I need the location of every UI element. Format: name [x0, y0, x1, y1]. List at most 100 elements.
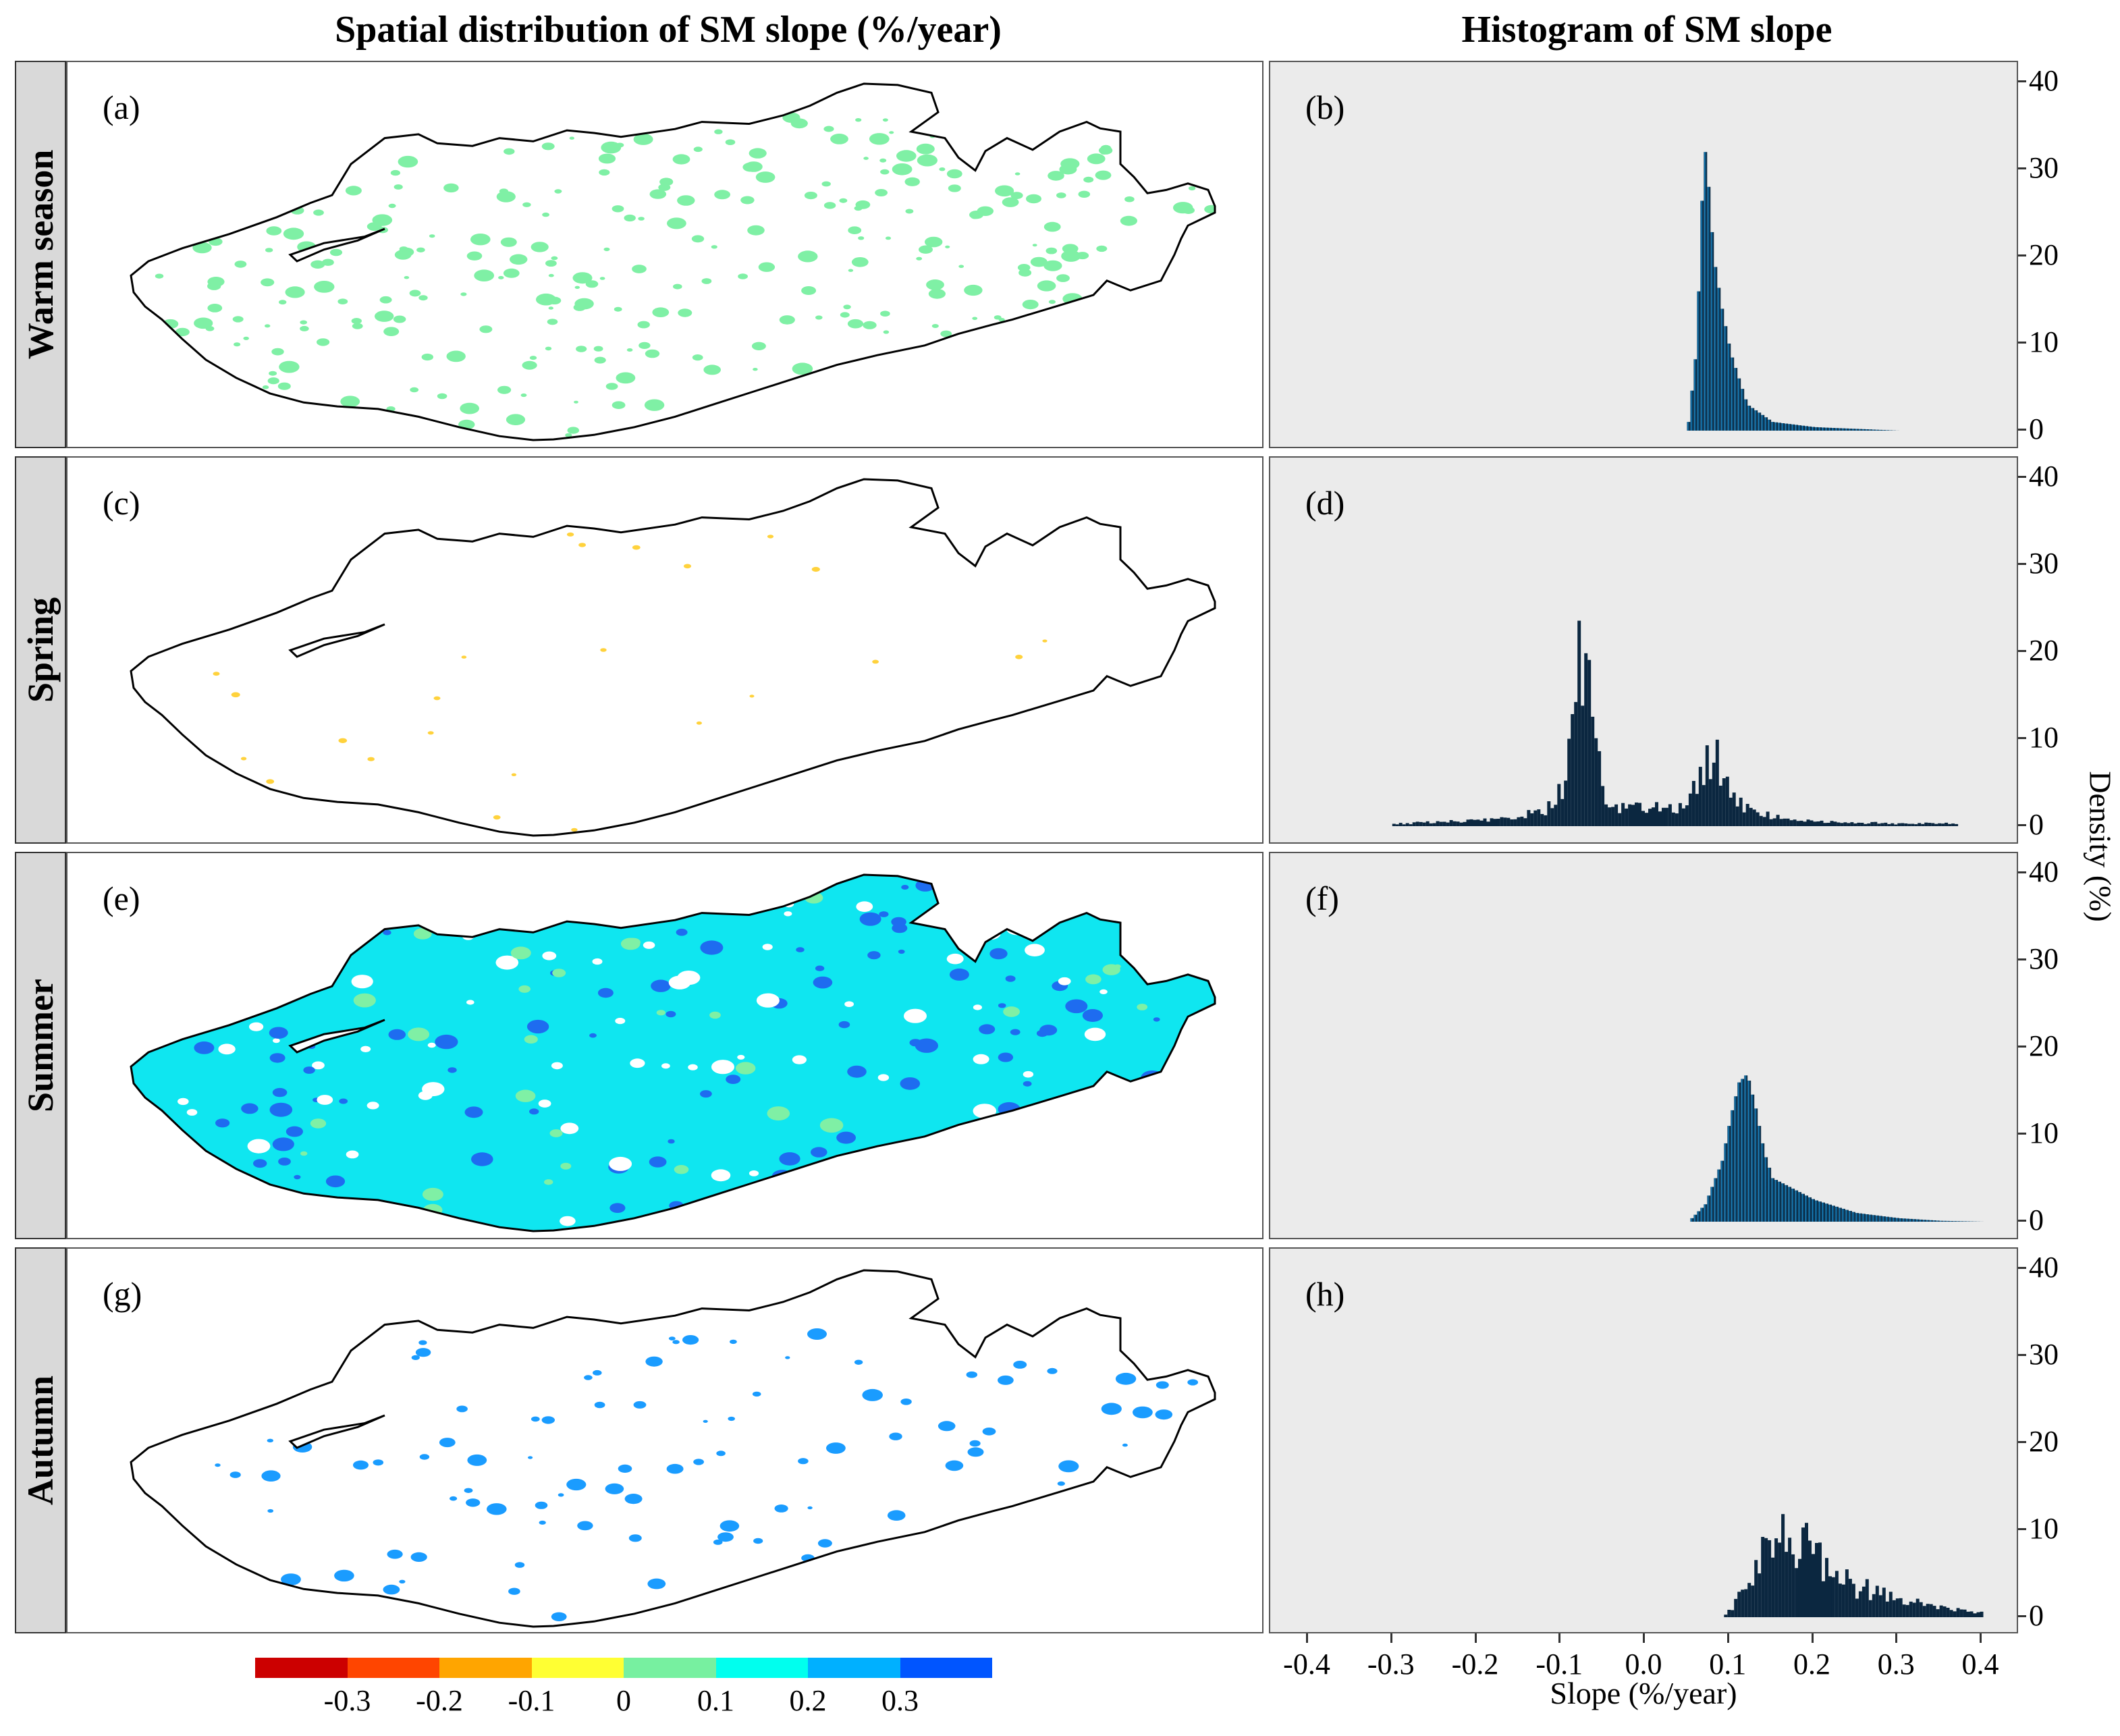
map-patch: [155, 273, 164, 279]
colorbar: [255, 1658, 992, 1678]
map-patch: [915, 1214, 925, 1220]
map-patch: [487, 1503, 507, 1515]
histogram-bar: [1693, 1214, 1697, 1222]
map-patch: [801, 286, 817, 295]
map-patch: [317, 1095, 333, 1105]
map-patch: [885, 236, 892, 240]
colorbar-label: -0.2: [416, 1684, 463, 1717]
map-patch: [373, 1459, 384, 1466]
map-svg: [130, 1269, 1216, 1628]
histogram-bar: [1469, 819, 1473, 826]
panel-label: (a): [103, 88, 140, 126]
map-patch: [529, 356, 537, 360]
map-patch: [427, 731, 434, 735]
histogram-bar: [1429, 823, 1433, 826]
map-patch: [798, 1458, 809, 1465]
map-patch: [645, 1356, 663, 1367]
histogram-bar: [1707, 1195, 1711, 1222]
map-patch: [659, 178, 674, 186]
map-patch: [393, 315, 406, 323]
map-svg: [130, 82, 1216, 441]
map-patch: [756, 993, 780, 1008]
map-patch: [593, 346, 603, 352]
histogram-bar: [1959, 1221, 1963, 1222]
map-patch: [854, 1359, 863, 1365]
histogram-bar: [1752, 809, 1756, 826]
histogram-bar: [1891, 823, 1895, 826]
histogram-bar: [1708, 779, 1712, 826]
map-patch: [637, 321, 650, 329]
map-patch: [479, 325, 493, 333]
map-patch: [314, 281, 335, 293]
map-patch: [345, 186, 362, 196]
histogram-bar: [1714, 1178, 1718, 1222]
histogram-bar: [1456, 821, 1460, 826]
histogram-bar: [1855, 429, 1859, 431]
map-patch: [551, 1612, 567, 1621]
map-patch: [905, 209, 914, 214]
histogram-bar: [1584, 653, 1588, 826]
histogram-bar: [1934, 823, 1938, 826]
histogram-bar: [1419, 821, 1423, 826]
map-patch: [848, 269, 854, 272]
x-tick-mark: [1558, 1633, 1561, 1643]
histogram-bar: [1668, 804, 1672, 826]
histogram-bar: [1915, 1598, 1920, 1617]
histogram-bar: [1734, 1096, 1738, 1222]
map-patch: [615, 1017, 626, 1025]
map-patch: [334, 1569, 354, 1582]
histogram-bar: [1483, 818, 1487, 826]
map-patch: [421, 353, 433, 361]
map-patch: [972, 317, 978, 321]
map-patch: [946, 953, 964, 965]
map-patch: [567, 427, 580, 434]
map-patch: [569, 136, 574, 140]
map-patch: [1082, 1009, 1103, 1022]
histogram-bar: [1412, 822, 1416, 826]
map-patch: [131, 1046, 143, 1054]
histogram-bar: [1831, 1577, 1835, 1617]
histogram-bar: [1865, 1214, 1869, 1222]
histogram-bar: [1788, 1538, 1792, 1617]
y-tick-label: 20: [2029, 1425, 2059, 1458]
histogram-bar: [1902, 1218, 1906, 1222]
histogram-bar: [1936, 1609, 1940, 1617]
map-patch: [544, 1179, 553, 1185]
map-patch: [1100, 150, 1108, 155]
histogram-bar: [1690, 390, 1694, 431]
histogram-bar: [1942, 1220, 1947, 1222]
histogram-bar: [1523, 818, 1527, 826]
map-patch: [729, 1339, 737, 1345]
histogram-bar: [1774, 1180, 1778, 1222]
histogram-bar: [1845, 1210, 1849, 1222]
y-tick-label: 10: [2029, 1116, 2059, 1149]
map-patch: [1025, 944, 1045, 956]
map-patch: [566, 884, 574, 889]
histogram-bar: [1946, 1220, 1950, 1222]
map-patch: [628, 1534, 642, 1542]
map-patch: [409, 290, 421, 297]
map-patch: [755, 171, 776, 183]
map-patch: [510, 946, 531, 960]
map-patch: [375, 310, 394, 322]
map-patch: [676, 928, 688, 936]
map-patch: [388, 1029, 406, 1040]
map-patch: [1023, 1081, 1032, 1087]
map-patch: [917, 1193, 935, 1203]
y-tick-label: 10: [2029, 721, 2059, 754]
map-patch: [800, 1209, 819, 1221]
histogram-svg: [1690, 1075, 1984, 1222]
histogram-bar: [1658, 811, 1662, 826]
map-patch: [666, 1463, 684, 1474]
histogram-bar: [1812, 427, 1815, 431]
map-patch: [464, 1488, 473, 1493]
map-patch: [1003, 1006, 1020, 1017]
map-patch: [836, 1131, 856, 1144]
map-patch: [891, 917, 906, 927]
map-patch: [796, 1192, 811, 1201]
histogram-bar: [1818, 1201, 1822, 1222]
map-patch: [1061, 250, 1081, 262]
map-patch: [643, 941, 655, 949]
histogram-bar: [1909, 1218, 1913, 1222]
map-patch: [169, 950, 194, 965]
